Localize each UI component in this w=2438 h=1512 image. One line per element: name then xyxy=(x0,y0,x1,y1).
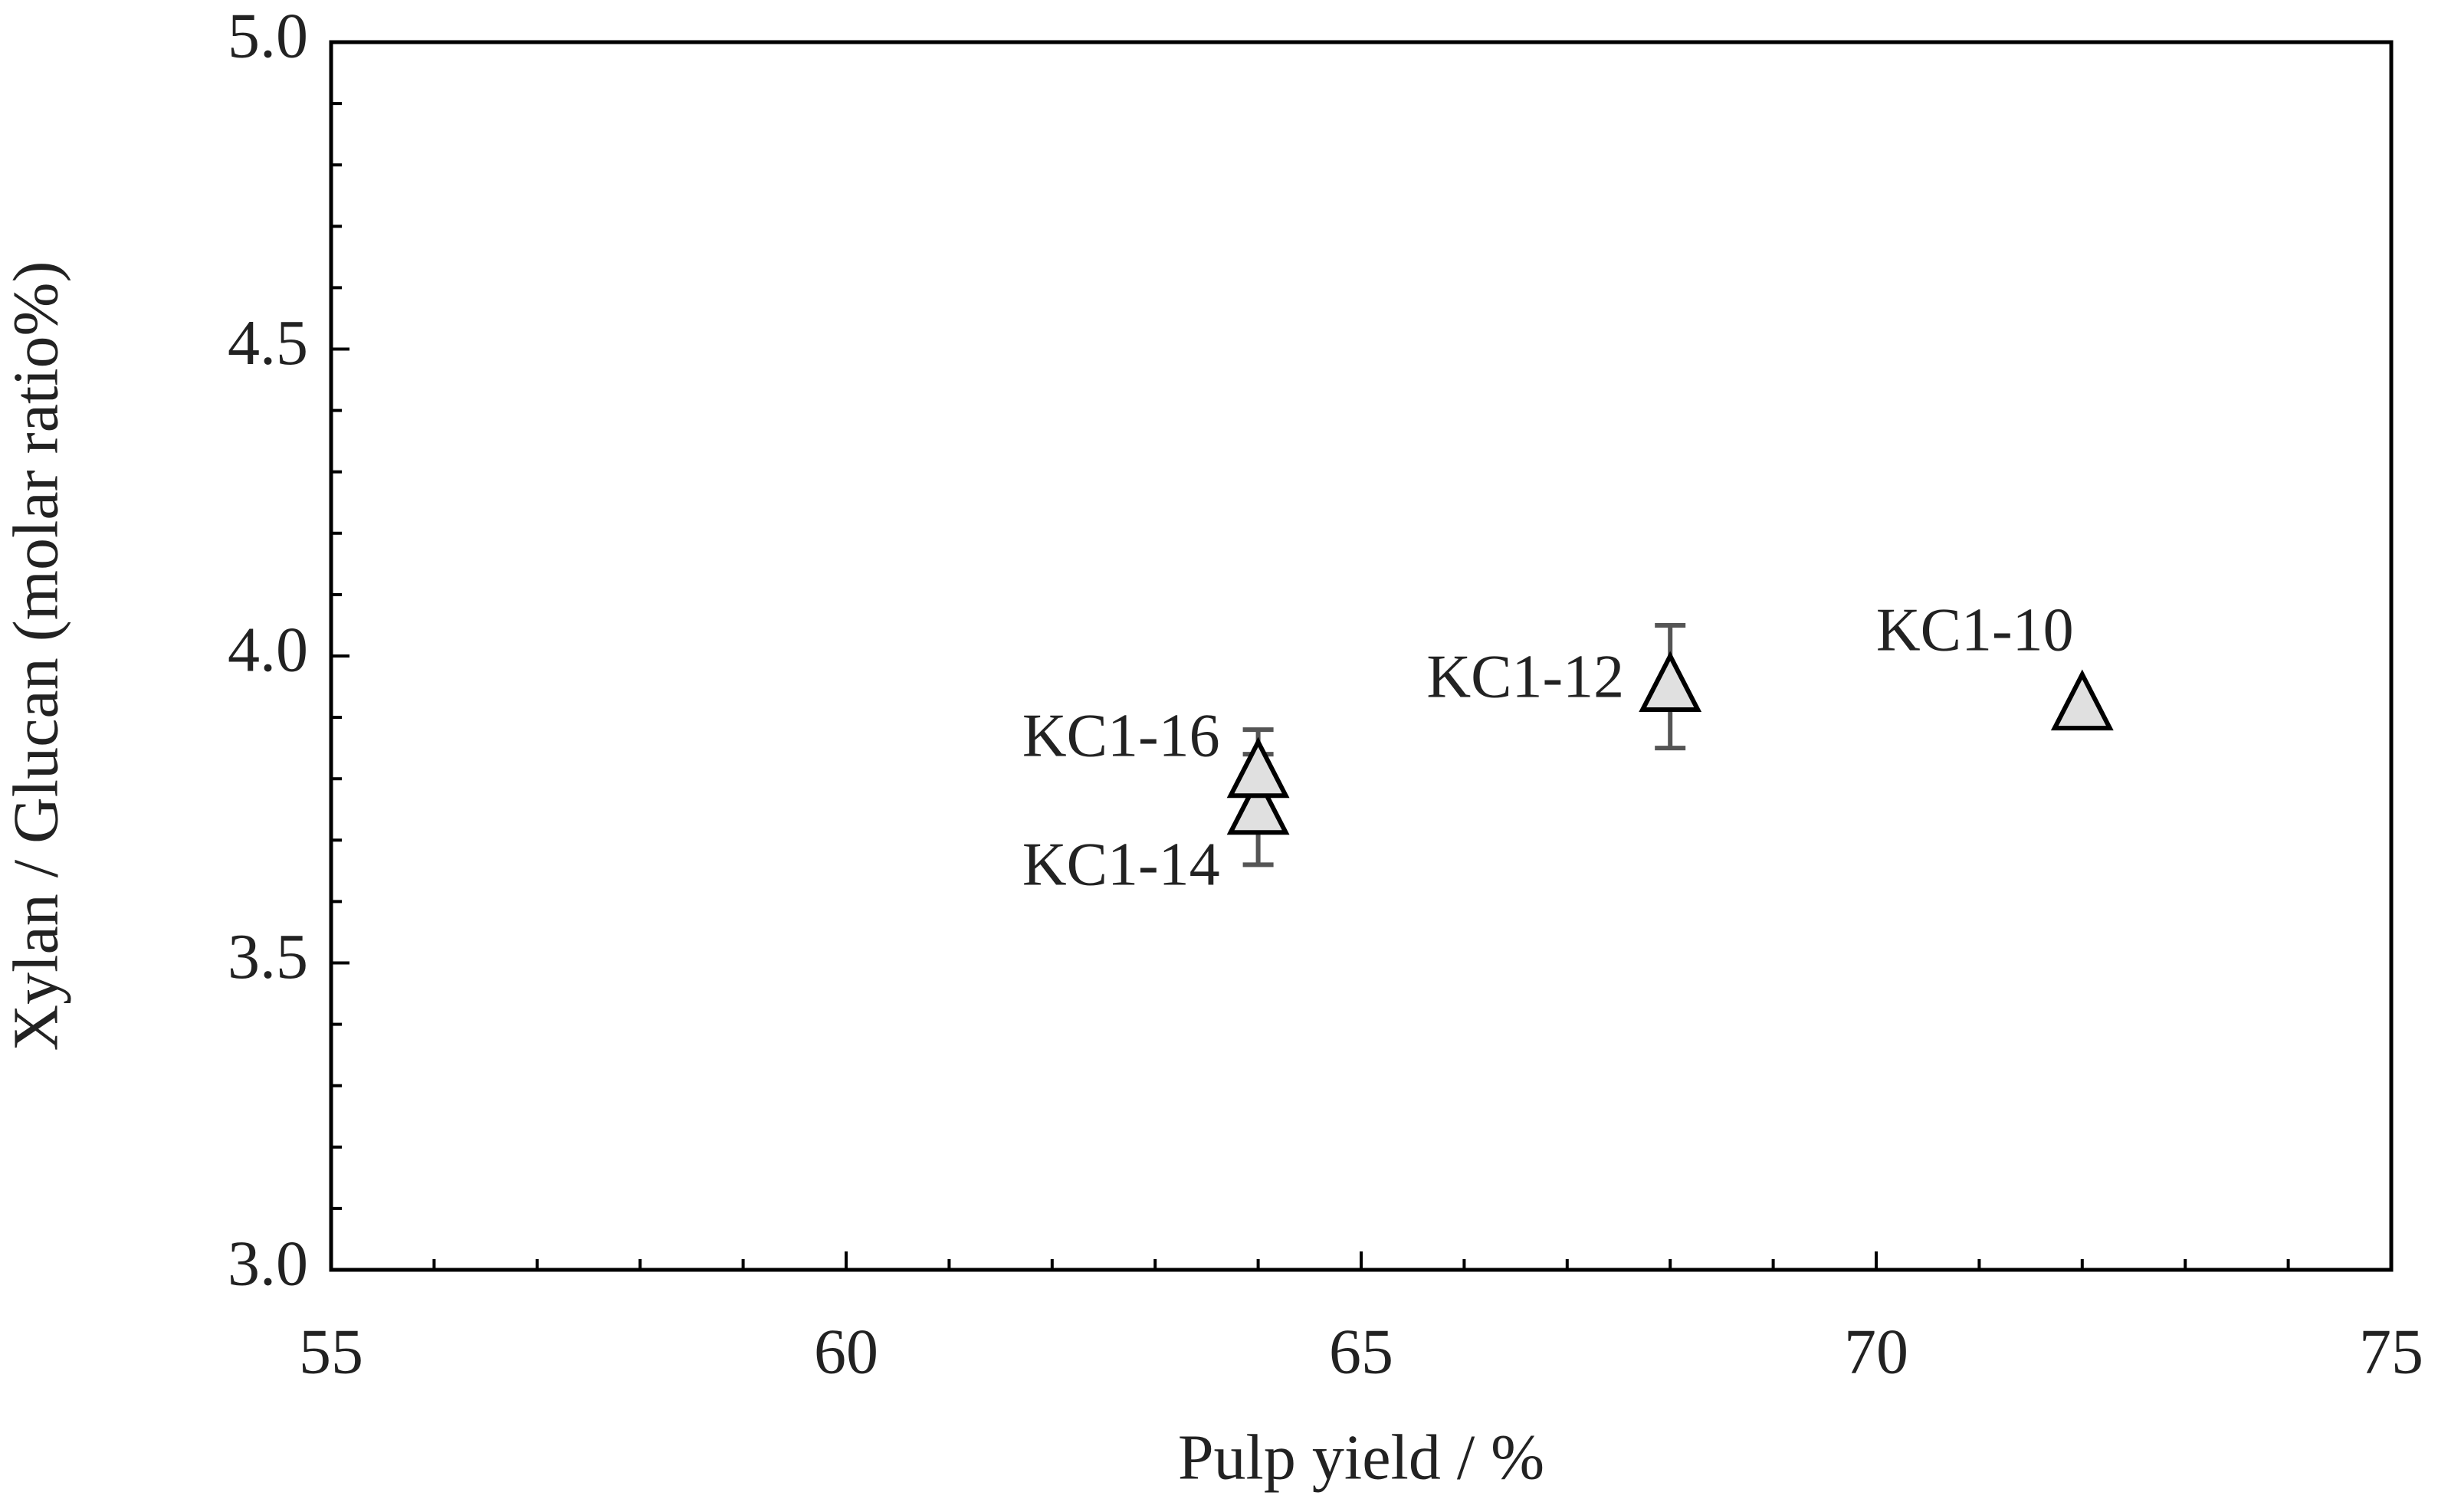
marker xyxy=(2050,669,2114,731)
plot-frame xyxy=(329,40,2394,1272)
point-label: KC1-10 xyxy=(1876,596,2074,664)
marker xyxy=(1639,651,1702,713)
y-axis-title: Xylan / Glucan (molar ratio%) xyxy=(0,261,71,1051)
y-tick-label: 5.0 xyxy=(228,0,308,71)
x-tick-label: 65 xyxy=(1329,1316,1393,1387)
point-label: KC1-16 xyxy=(1022,703,1220,770)
marker xyxy=(1226,736,1290,799)
x-axis-title: Pulp yield / % xyxy=(1178,1422,1544,1493)
point-label: KC1-12 xyxy=(1426,643,1624,710)
y-tick-label: 4.5 xyxy=(228,307,308,379)
y-tick-label: 4.0 xyxy=(228,614,308,685)
y-tick-label: 3.0 xyxy=(228,1228,308,1299)
x-tick-label: 55 xyxy=(299,1316,363,1387)
marker xyxy=(1226,773,1290,835)
x-tick-label: 75 xyxy=(2359,1316,2423,1387)
x-tick-label: 70 xyxy=(1844,1316,1908,1387)
x-tick-label: 60 xyxy=(814,1316,878,1387)
point-label: KC1-14 xyxy=(1022,831,1220,899)
y-tick-label: 3.5 xyxy=(228,921,308,992)
